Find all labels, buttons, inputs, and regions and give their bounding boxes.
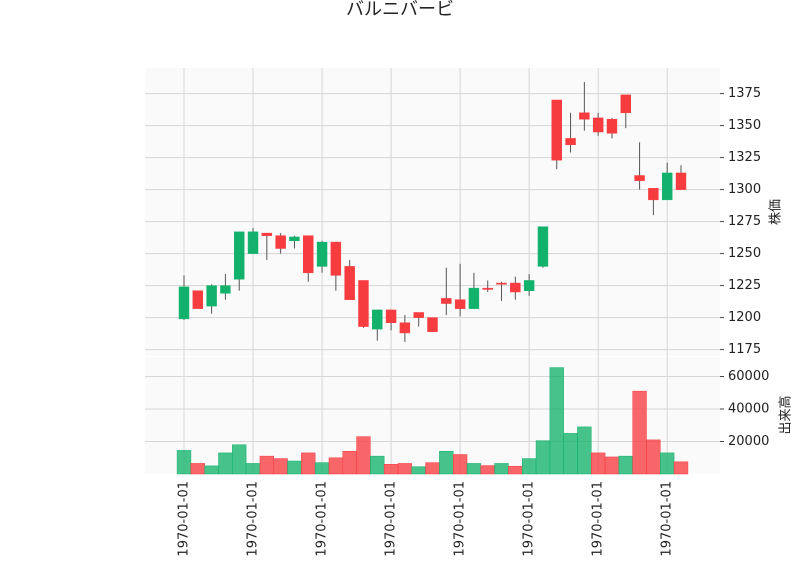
candle-body (330, 241, 342, 276)
candle-body (289, 236, 300, 242)
volume-bar (577, 426, 592, 475)
volume-axis-label: 出来高 (778, 395, 794, 434)
volume-bar (452, 454, 468, 475)
volume-bar (618, 455, 633, 475)
candle-body (510, 282, 521, 293)
candle-body (344, 266, 355, 300)
y-tick-label: 1250 (728, 246, 761, 261)
volume-bar (563, 433, 578, 475)
volume-bar (342, 451, 357, 475)
volume-bar (273, 458, 288, 475)
candle-body (261, 232, 273, 236)
volume-bar (466, 463, 482, 475)
x-tick-label: 1970-01-01 (315, 481, 330, 557)
candle-body (579, 112, 590, 120)
candle-body (247, 231, 259, 254)
candle-body (523, 280, 535, 291)
candle-body (372, 309, 383, 330)
volume-bar (480, 465, 495, 475)
candle-body (178, 286, 190, 320)
candle-body (648, 188, 659, 201)
y-tick-label: 1275 (728, 214, 761, 229)
candle-body (468, 287, 480, 309)
volume-bar (660, 452, 675, 475)
volume-bar (245, 463, 261, 475)
volume-bar (411, 466, 426, 475)
candle-body (427, 317, 438, 332)
candle-body (192, 290, 204, 309)
volume-bar (328, 457, 344, 475)
price-panel (145, 68, 720, 356)
volume-bar (204, 465, 219, 475)
candle-body (675, 172, 687, 190)
candle-body (220, 285, 231, 294)
candle-body (537, 226, 549, 267)
volume-bar (190, 463, 205, 475)
x-tick-label: 1970-01-01 (246, 481, 261, 557)
volume-bar (508, 465, 523, 475)
volume-bar (314, 462, 330, 475)
volume-tick-label: 20000 (728, 434, 769, 449)
volume-bar (397, 463, 413, 475)
volume-bar (176, 450, 192, 475)
volume-bar (632, 390, 647, 475)
volume-bar (259, 455, 274, 475)
volume-bar (287, 460, 302, 475)
candle-body (399, 322, 411, 334)
candle-body (413, 312, 424, 318)
candle-body (385, 309, 397, 323)
volume-bar (521, 458, 537, 475)
candle-body (441, 298, 452, 304)
candle-body (634, 175, 645, 181)
y-tick-label: 1325 (728, 150, 761, 165)
volume-tick-label: 40000 (728, 402, 769, 417)
volume-bar (301, 452, 316, 475)
y-tick-label: 1300 (728, 182, 761, 197)
candle-body (661, 172, 673, 201)
y-tick-label: 1375 (728, 86, 761, 101)
y-tick-label: 1225 (728, 278, 761, 293)
x-tick-label: 1970-01-01 (453, 481, 468, 557)
y-tick-label: 1350 (728, 118, 761, 133)
candle-body (565, 138, 576, 146)
x-tick-label: 1970-01-01 (522, 481, 537, 557)
candle-body (606, 118, 618, 134)
y-axis-label: 株価 (769, 199, 784, 225)
volume-bar (425, 462, 440, 475)
volume-bar (549, 367, 564, 475)
y-tick-label: 1175 (728, 342, 761, 357)
volume-bar (604, 456, 620, 475)
volume-bar (218, 452, 233, 475)
candle-body (482, 287, 493, 290)
candle-body (206, 285, 217, 307)
volume-bar (370, 455, 385, 475)
volume-bar (673, 461, 689, 475)
volume-tick-label: 60000 (728, 369, 769, 384)
candle-body (592, 117, 604, 133)
volume-bar (591, 452, 606, 475)
x-tick-label: 1970-01-01 (177, 481, 192, 557)
candle-body (620, 94, 631, 114)
volume-bar (383, 464, 399, 475)
volume-bar (232, 444, 247, 475)
y-tick-label: 1200 (728, 310, 761, 325)
candle-body (358, 280, 369, 327)
candle-body (234, 231, 245, 280)
x-tick-label: 1970-01-01 (591, 481, 606, 557)
candle-body (496, 282, 507, 285)
chart-title: バルニバービ (346, 0, 454, 20)
candle-body (316, 241, 328, 267)
x-tick-label: 1970-01-01 (384, 481, 399, 557)
volume-bar (646, 439, 661, 475)
candle-body (275, 235, 286, 249)
volume-bar (494, 463, 509, 475)
x-tick-label: 1970-01-01 (660, 481, 675, 557)
volume-bar (535, 440, 551, 475)
candle-body (454, 299, 466, 309)
candle-body (551, 99, 562, 161)
candle-body (303, 235, 314, 274)
volume-bar (356, 436, 371, 475)
volume-bar (439, 451, 454, 475)
